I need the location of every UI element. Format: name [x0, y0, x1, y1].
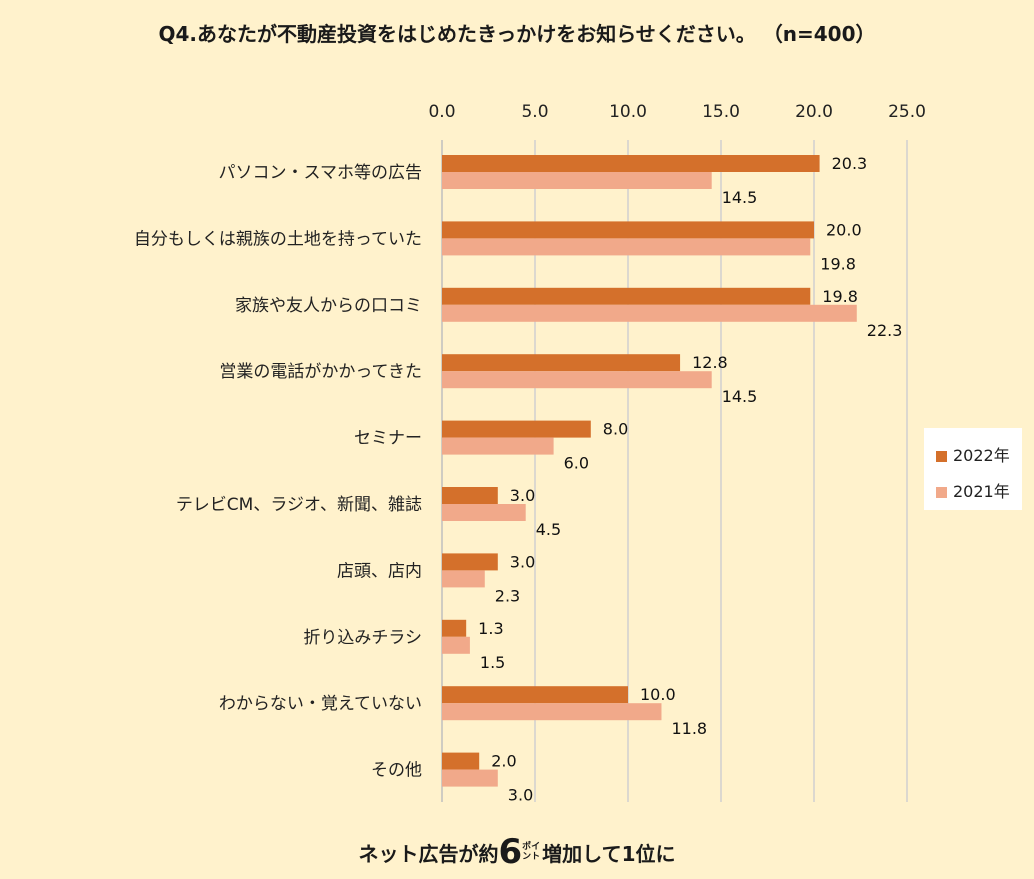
- bar-2021: [442, 570, 485, 588]
- data-label-2022: 2.0: [491, 752, 516, 771]
- bar-2021: [442, 636, 470, 654]
- category-label: セミナー: [354, 429, 422, 449]
- bar-2022: [442, 420, 591, 438]
- footer-suffix: 増加して1位に: [542, 842, 676, 866]
- bar-2022: [442, 619, 467, 637]
- data-label-2022: 3.0: [510, 486, 535, 505]
- data-label-2022: 10.0: [640, 685, 676, 704]
- bar-2022: [442, 155, 820, 172]
- bar-2021: [442, 504, 526, 521]
- x-tick-label: 15.0: [702, 102, 740, 122]
- category-label: 家族や友人からの口コミ: [235, 296, 422, 316]
- bar-2022: [442, 553, 498, 571]
- category-label: その他: [371, 761, 422, 781]
- data-label-2021: 19.8: [820, 254, 856, 273]
- footer-note: ネット広告が約6ポイント増加して1位に: [0, 832, 1034, 872]
- data-label-2022: 20.3: [832, 154, 868, 173]
- legend-item-2021: 2021年: [936, 478, 1010, 502]
- bar-2022: [442, 487, 498, 504]
- bar-2022: [442, 287, 811, 305]
- data-label-2021: 14.5: [722, 387, 758, 406]
- data-label-2021: 4.5: [536, 520, 561, 539]
- category-label: 営業の電話がかかってきた: [219, 362, 422, 382]
- category-label: わからない・覚えていない: [219, 694, 422, 714]
- data-label-2021: 22.3: [867, 321, 903, 340]
- category-label: 店頭、店内: [337, 561, 422, 581]
- data-label-2021: 1.5: [480, 653, 505, 672]
- data-label-2022: 12.8: [692, 353, 728, 372]
- legend-swatch-2022: [936, 451, 947, 462]
- x-tick-label: 20.0: [795, 102, 833, 122]
- bar-2021: [442, 238, 811, 256]
- category-label: パソコン・スマホ等の広告: [219, 163, 423, 183]
- bar-2021: [442, 172, 712, 189]
- data-label-2022: 1.3: [478, 619, 503, 638]
- bar-2021: [442, 304, 857, 322]
- legend-item-2022: 2022年: [936, 442, 1010, 466]
- legend-swatch-2021: [936, 487, 947, 498]
- bar-2021: [442, 371, 712, 389]
- category-label: テレビCM、ラジオ、新聞、雑誌: [176, 495, 422, 515]
- x-tick-label: 5.0: [521, 102, 548, 122]
- x-tick-label: 10.0: [609, 102, 647, 122]
- footer-unit: ポイント: [522, 842, 541, 862]
- bar-2021: [442, 769, 498, 787]
- bar-2022: [442, 221, 814, 239]
- x-tick-label: 25.0: [888, 102, 926, 122]
- footer-number: 6: [498, 832, 523, 872]
- data-label-2022: 3.0: [510, 552, 535, 571]
- data-label-2021: 6.0: [564, 454, 589, 473]
- data-label-2022: 20.0: [826, 220, 862, 239]
- data-label-2021: 2.3: [495, 586, 520, 605]
- category-label: 折り込みチラシ: [303, 628, 422, 648]
- category-label: 自分もしくは親族の土地を持っていた: [134, 229, 422, 249]
- data-label-2021: 14.5: [722, 188, 758, 207]
- x-tick-label: 0.0: [428, 102, 455, 122]
- data-label-2021: 3.0: [508, 786, 533, 805]
- data-label-2022: 8.0: [603, 420, 628, 439]
- legend: 2022年 2021年: [924, 428, 1022, 510]
- footer-prefix: ネット広告が約: [358, 842, 499, 866]
- bar-2022: [442, 752, 480, 770]
- data-label-2021: 11.8: [671, 719, 707, 738]
- legend-label-2022: 2022年: [953, 446, 1010, 465]
- chart-title: Q4.あなたが不動産投資をはじめたきっかけをお知らせください。 （n=400）: [158, 22, 876, 46]
- bar-2021: [442, 437, 554, 455]
- bar-2022: [442, 686, 628, 704]
- bar-2021: [442, 703, 662, 721]
- data-label-2022: 19.8: [822, 287, 858, 306]
- legend-label-2021: 2021年: [953, 482, 1010, 501]
- bar-2022: [442, 354, 681, 372]
